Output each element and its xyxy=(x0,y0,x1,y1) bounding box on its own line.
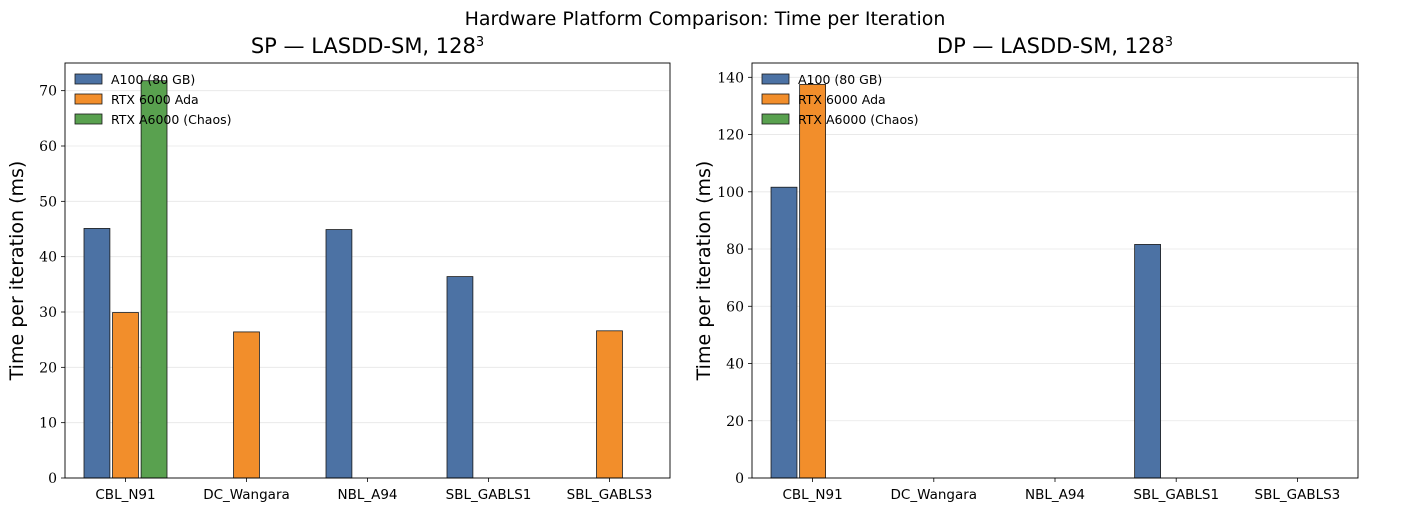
legend-label-rtx-a6000-chaos: RTX A6000 (Chaos) xyxy=(111,112,232,127)
bar-rtx-6000-ada-sbl-gabls3 xyxy=(596,330,623,479)
y-axis-label: Time per iteration (ms) xyxy=(6,161,28,382)
bar-a100-80-gb-cbl-n91 xyxy=(770,186,798,479)
x-tick-label: DC_Wangara xyxy=(203,487,290,503)
panel-title: DP — LASDD-SM, 1283 xyxy=(937,34,1173,58)
x-tick-label: NBL_A94 xyxy=(337,487,397,503)
panel-title-superscript: 3 xyxy=(476,35,484,50)
y-tick-label: 20 xyxy=(726,414,744,430)
x-tick-label: SBL_GABLS1 xyxy=(1133,487,1219,503)
y-tick-label: 40 xyxy=(726,357,744,373)
legend-swatch-rtx-6000-ada xyxy=(761,93,790,105)
bar-rtx-6000-ada-cbl-n91 xyxy=(799,84,826,479)
y-tick-label: 0 xyxy=(48,471,57,487)
y-tick-label: 100 xyxy=(717,185,744,201)
legend-swatch-a100-80-gb xyxy=(761,73,790,85)
y-tick-label: 140 xyxy=(717,70,744,86)
bar-a100-80-gb-sbl-gabls1 xyxy=(446,276,474,479)
x-tick-label: DC_Wangara xyxy=(891,487,978,503)
axes-frame xyxy=(751,62,1359,479)
bar-rtx-6000-ada-cbl-n91 xyxy=(112,312,139,479)
figure-suptitle: Hardware Platform Comparison: Time per I… xyxy=(465,8,946,30)
bar-a100-80-gb-sbl-gabls1 xyxy=(1134,244,1161,479)
y-tick-label: 70 xyxy=(39,84,57,100)
axes-frame xyxy=(64,62,671,479)
y-tick-label: 80 xyxy=(726,242,744,258)
y-tick-label: 30 xyxy=(39,305,57,321)
legend-label-rtx-a6000-chaos: RTX A6000 (Chaos) xyxy=(798,112,919,127)
panel-sp: 0 10 20 30 40 50 60 70 CBL_N91 DC_Wangara NBL_A94 S… xyxy=(6,34,671,503)
legend-label-a100-80-gb: A100 (80 GB) xyxy=(111,72,195,87)
bar-rtx-6000-ada-dc-wangara xyxy=(233,331,260,479)
legend-swatch-rtx-a6000-chaos xyxy=(761,113,790,125)
x-tick-label: NBL_A94 xyxy=(1025,487,1085,503)
legend-label-rtx-6000-ada: RTX 6000 Ada xyxy=(798,92,886,107)
y-axis-label: Time per iteration (ms) xyxy=(693,161,715,382)
legend-swatch-a100-80-gb xyxy=(74,73,103,85)
y-tick-label: 120 xyxy=(717,128,744,144)
y-tick-label: 0 xyxy=(735,471,744,487)
legend-label-a100-80-gb: A100 (80 GB) xyxy=(798,72,882,87)
panel-title: SP — LASDD-SM, 1283 xyxy=(251,34,484,58)
x-tick-label: SBL_GABLS3 xyxy=(567,487,653,503)
y-tick-label: 60 xyxy=(726,299,744,315)
x-tick-label: SBL_GABLS1 xyxy=(446,487,532,503)
legend-swatch-rtx-6000-ada xyxy=(74,93,103,105)
bar-a100-80-gb-cbl-n91 xyxy=(83,228,111,479)
y-tick-label: 40 xyxy=(39,250,57,266)
y-tick-label: 50 xyxy=(39,194,57,210)
legend-swatch-rtx-a6000-chaos xyxy=(74,113,103,125)
x-tick-label: SBL_GABLS3 xyxy=(1255,487,1341,503)
x-tick-label: CBL_N91 xyxy=(95,487,155,503)
panel-dp: 0 20 40 60 80 100 120 140 CBL_N91 DC_Wangara NBL_A… xyxy=(693,34,1359,503)
legend-label-rtx-6000-ada: RTX 6000 Ada xyxy=(111,92,199,107)
x-tick-label: CBL_N91 xyxy=(782,487,842,503)
y-tick-label: 60 xyxy=(39,139,57,155)
bar-rtx-a6000-chaos-cbl-n91 xyxy=(140,80,168,479)
y-tick-label: 10 xyxy=(39,416,57,432)
y-tick-label: 20 xyxy=(39,360,57,376)
bar-a100-80-gb-nbl-a94 xyxy=(325,229,353,479)
panel-title-superscript: 3 xyxy=(1165,35,1173,50)
